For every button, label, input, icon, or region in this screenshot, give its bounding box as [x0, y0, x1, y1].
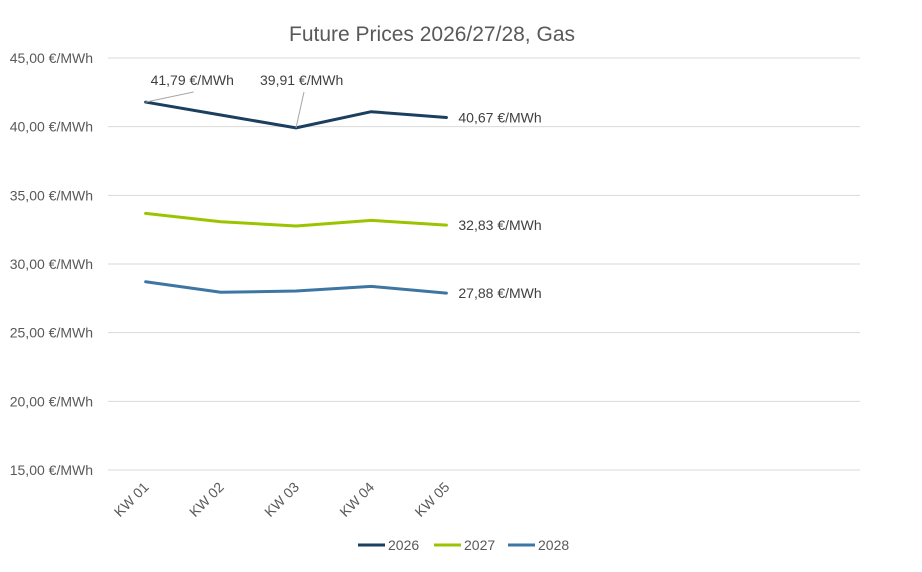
y-tick-label: 25,00 €/MWh	[10, 325, 93, 341]
series-line-2026	[144, 100, 448, 130]
data-label: 41,79 €/MWh	[151, 72, 234, 88]
data-label: 40,67 €/MWh	[458, 109, 541, 125]
x-tick-label: KW 05	[411, 479, 452, 520]
series-line-2027	[144, 211, 448, 228]
y-tick-label: 45,00 €/MWh	[10, 50, 93, 66]
x-tick-label: KW 01	[111, 479, 152, 520]
legend-label: 2028	[538, 537, 569, 553]
legend-label: 2026	[388, 537, 419, 553]
x-tick-label: KW 02	[186, 479, 227, 520]
y-tick-label: 40,00 €/MWh	[10, 119, 93, 135]
legend-label: 2027	[464, 537, 495, 553]
series-line-2028	[144, 280, 448, 295]
data-label-leader	[295, 91, 305, 129]
y-tick-label: 35,00 €/MWh	[10, 187, 93, 203]
y-tick-label: 20,00 €/MWh	[10, 393, 93, 409]
data-label: 27,88 €/MWh	[458, 285, 541, 301]
data-label: 39,91 €/MWh	[260, 72, 343, 88]
data-label-leader	[145, 91, 194, 103]
x-tick-label: KW 04	[336, 479, 377, 520]
chart-title: Future Prices 2026/27/28, Gas	[289, 23, 575, 46]
data-label: 32,83 €/MWh	[458, 217, 541, 233]
y-tick-label: 15,00 €/MWh	[10, 462, 93, 478]
y-tick-label: 30,00 €/MWh	[10, 256, 93, 272]
x-tick-label: KW 03	[261, 479, 302, 520]
